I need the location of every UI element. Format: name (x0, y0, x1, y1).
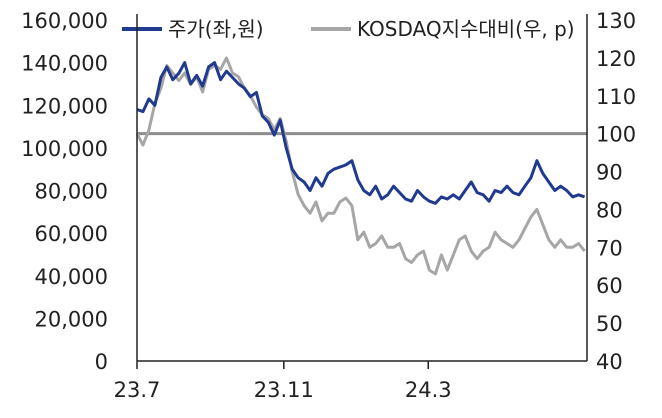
right-tick-label: 90 (596, 161, 623, 185)
stock-price-line (136, 61, 586, 205)
right-tick-label: 50 (596, 312, 623, 336)
legend: 주가(좌,원) KOSDAQ지수대비(우, p) (122, 17, 575, 41)
right-axis-tick-labels: 40 50 60 70 80 90 100 110 120 130 (596, 9, 636, 374)
left-tick-label: 60,000 (35, 222, 108, 246)
relative-to-kosdaq-line (135, 56, 586, 276)
x-tick-label: 23.7 (114, 378, 161, 402)
right-tick-label: 110 (596, 85, 636, 109)
right-tick-label: 120 (596, 47, 636, 71)
left-axis-tick-labels: 0 20,000 40,000 60,000 80,000 100,000 120,000 1… (21, 9, 108, 374)
left-tick-label: 120,000 (21, 94, 108, 118)
left-tick-label: 160,000 (21, 9, 108, 33)
legend-label-price: 주가(좌,원) (168, 17, 264, 41)
left-tick-label: 0 (95, 350, 108, 374)
right-tick-label: 60 (596, 274, 623, 298)
x-axis-ticks: 23.7 23.11 24.3 (114, 361, 452, 402)
right-tick-label: 80 (596, 198, 623, 222)
left-tick-label: 100,000 (21, 137, 108, 161)
right-tick-label: 130 (596, 9, 636, 33)
right-tick-label: 70 (596, 236, 623, 260)
left-tick-label: 40,000 (35, 265, 108, 289)
x-tick-label: 24.3 (405, 378, 452, 402)
right-tick-label: 100 (596, 123, 636, 147)
left-tick-label: 80,000 (35, 180, 108, 204)
x-tick-label: 23.11 (254, 378, 314, 402)
right-tick-label: 40 (596, 350, 623, 374)
legend-label-relative: KOSDAQ지수대비(우, p) (357, 17, 575, 41)
left-tick-label: 20,000 (35, 307, 108, 331)
left-tick-label: 140,000 (21, 52, 108, 76)
